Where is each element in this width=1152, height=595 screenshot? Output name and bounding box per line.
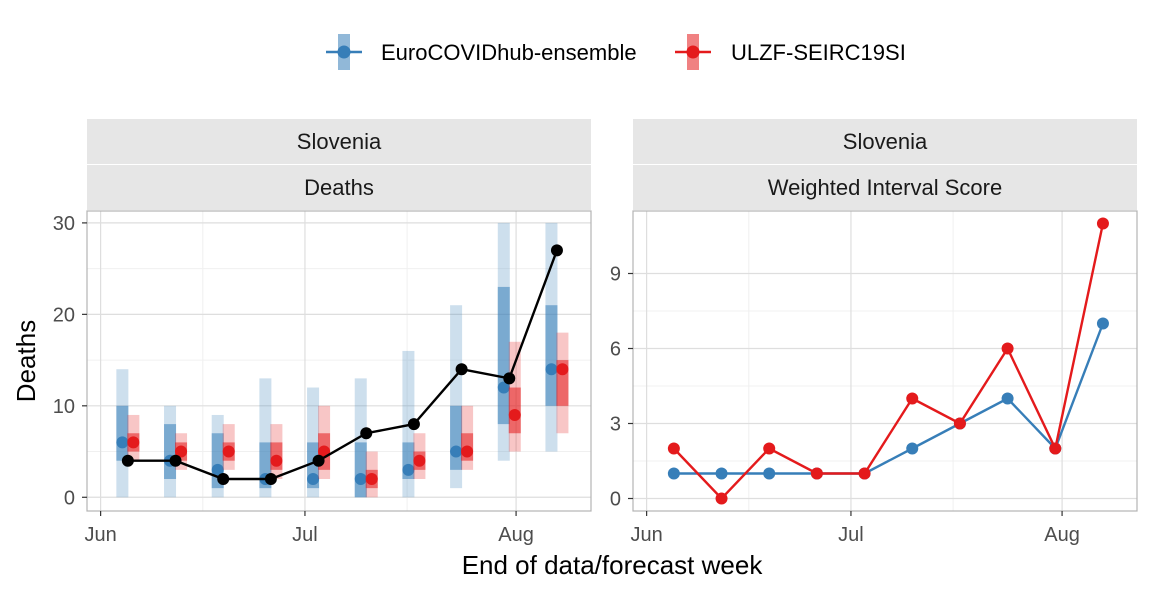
- x-tick-label-aug: Aug: [498, 524, 534, 546]
- observed-series: [121, 244, 563, 485]
- left-strip-top-label: Slovenia: [297, 129, 382, 154]
- y-tick-label: 0: [64, 487, 75, 509]
- score-point: [1096, 217, 1109, 230]
- left-strip-bottom-label: Deaths: [304, 175, 374, 200]
- observed-point: [264, 472, 277, 485]
- y-tick-label: 10: [53, 396, 75, 418]
- inner-interval: [545, 305, 558, 406]
- median-point: [556, 363, 569, 376]
- left-strip-bottom: [87, 165, 591, 210]
- left-panel-strips: Slovenia Deaths: [87, 119, 591, 210]
- observed-point: [217, 472, 230, 485]
- median-point: [211, 463, 224, 476]
- inner-interval: [116, 405, 129, 461]
- median-point: [127, 436, 140, 449]
- right-strip-top-label: Slovenia: [843, 129, 928, 154]
- median-point: [222, 445, 235, 458]
- y-tick-label: 20: [53, 304, 75, 326]
- plot-background: [633, 211, 1137, 511]
- left-strip-top: [87, 119, 591, 164]
- median-point: [270, 454, 283, 467]
- median-point: [175, 445, 188, 458]
- y-tick-label: 6: [610, 339, 621, 361]
- score-point: [715, 492, 728, 505]
- score-point: [810, 467, 823, 480]
- y-axis-title: Deaths: [11, 320, 41, 402]
- score-point: [1001, 342, 1014, 355]
- panel-border: [632, 210, 1138, 512]
- legend-key-ulzf-point: [686, 45, 700, 59]
- panel-border: [86, 210, 592, 512]
- right-strip-bottom: [633, 165, 1137, 210]
- observed-point: [503, 372, 516, 385]
- score-series-ulzf-seirc19si: [667, 217, 1109, 505]
- inner-interval: [450, 405, 463, 470]
- inner-interval: [354, 442, 367, 498]
- score-point: [667, 442, 680, 455]
- score-point: [763, 442, 776, 455]
- y-tick-label: 0: [610, 489, 621, 511]
- right-panel-strips: Slovenia Weighted Interval Score: [633, 119, 1137, 210]
- median-point: [307, 472, 320, 485]
- y-tick-label: 3: [610, 414, 621, 436]
- score-point: [715, 467, 728, 480]
- legend: EuroCOVIDhub-ensemble ULZF-SEIRC19SI: [326, 34, 906, 70]
- score-point: [906, 442, 919, 455]
- inner-interval: [497, 286, 510, 425]
- right-panel-wis: 0 3 6 9 Jun Jul Aug: [610, 210, 1138, 546]
- y-tick-label: 30: [53, 213, 75, 235]
- score-line: [672, 223, 1105, 501]
- score-point: [858, 467, 871, 480]
- median-point: [545, 363, 558, 376]
- median-point: [116, 436, 129, 449]
- observed-point: [360, 427, 373, 440]
- inner-interval: [164, 424, 177, 479]
- median-point: [413, 454, 426, 467]
- x-tick-label-jun: Jun: [84, 524, 116, 546]
- series-ulzf-seirc19si: [127, 332, 569, 498]
- score-point: [763, 467, 776, 480]
- legend-key-ensemble: [326, 34, 362, 70]
- median-point: [402, 463, 415, 476]
- legend-key-ulzf: [675, 34, 711, 70]
- score-point: [1096, 317, 1109, 330]
- x-tick-label-aug: Aug: [1044, 524, 1080, 546]
- observed-point: [455, 363, 468, 376]
- median-point: [461, 445, 474, 458]
- median-point: [365, 472, 378, 485]
- score-point: [1001, 392, 1014, 405]
- observed-point: [312, 454, 325, 467]
- score-point: [953, 417, 966, 430]
- observed-point: [121, 454, 134, 467]
- score-point: [667, 467, 680, 480]
- observed-point: [550, 244, 563, 257]
- score-point: [1049, 442, 1062, 455]
- right-strip-bottom-label: Weighted Interval Score: [768, 175, 1002, 200]
- x-tick-label-jul: Jul: [838, 524, 864, 546]
- x-tick-label-jul: Jul: [292, 524, 318, 546]
- y-tick-label: 9: [610, 264, 621, 286]
- median-point: [497, 381, 510, 394]
- right-strip-top: [633, 119, 1137, 164]
- legend-label-ulzf: ULZF-SEIRC19SI: [731, 40, 906, 65]
- observed-line: [127, 249, 559, 481]
- median-point: [354, 472, 367, 485]
- legend-label-ensemble: EuroCOVIDhub-ensemble: [381, 40, 637, 65]
- left-panel-deaths: 0 10 20 30 Jun Jul Aug: [53, 210, 592, 546]
- median-point: [508, 408, 521, 421]
- observed-point: [407, 418, 420, 431]
- score-point: [906, 392, 919, 405]
- x-axis-title: End of data/forecast week: [462, 550, 764, 580]
- x-tick-label-jun: Jun: [630, 524, 662, 546]
- median-point: [450, 445, 463, 458]
- legend-key-ensemble-point: [337, 45, 351, 59]
- observed-point: [169, 454, 182, 467]
